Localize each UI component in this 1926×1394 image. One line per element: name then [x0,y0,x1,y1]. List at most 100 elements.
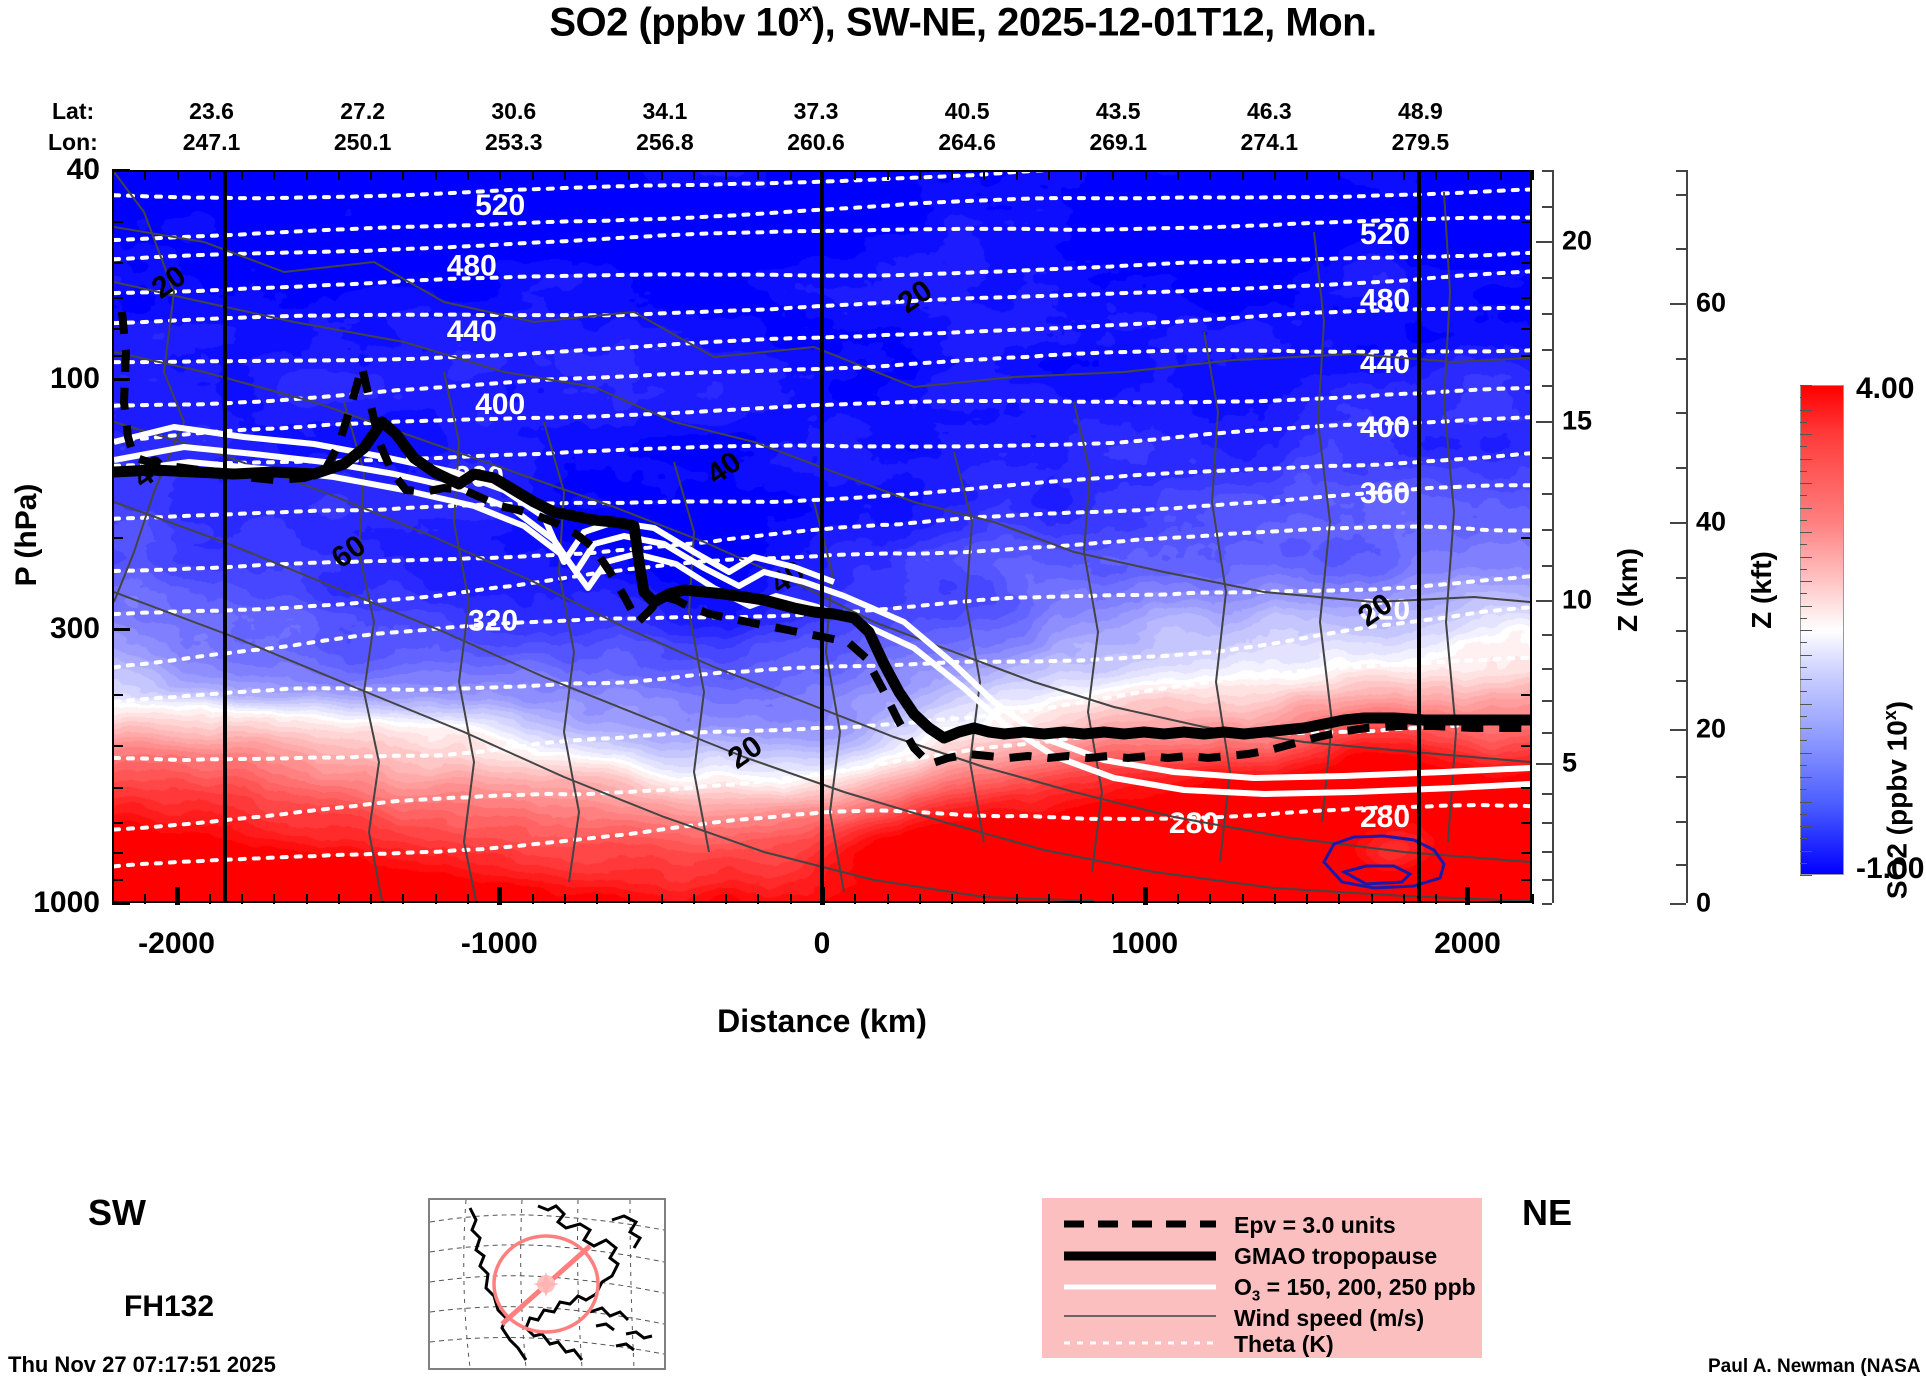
colorbar-tick [1800,777,1812,778]
distance-minor-tick [725,894,728,904]
z-km-tick [1542,277,1552,280]
lat-value: 48.9 [1398,98,1443,124]
distance-minor-tick-top [1241,170,1244,180]
colorbar-tick [1800,544,1807,546]
p-axis-minor-tick-right [1521,786,1532,789]
z-km-tick [1542,564,1552,567]
distance-minor-tick [144,894,147,904]
colorbar-tick [1800,495,1807,497]
colorbar-tick [1800,458,1812,460]
distance-minor-tick-top [1112,170,1115,180]
distance-minor-tick-top [499,170,502,180]
z-kft-tick [1670,521,1686,524]
colorbar-tick [1800,421,1807,423]
inset-locator-map[interactable] [428,1198,666,1370]
p-axis-minor-tick [112,262,123,265]
wind-speed-contour [1203,331,1232,863]
lon-row-label: Lon: [48,129,98,155]
distance-minor-tick-top [144,170,147,180]
theta-contour [114,187,1530,242]
wind-speed-contour [114,281,1530,604]
distance-minor-tick [1306,894,1309,904]
distance-minor-tick [1435,894,1438,904]
colorbar-tick [1800,409,1812,411]
distance-minor-tick [337,894,340,904]
z-km-axis-title: Z (km) [1612,548,1643,632]
wind-speed-label: 40 [701,445,747,491]
colorbar-tick [1800,801,1812,803]
distance-minor-tick-top [1177,170,1179,180]
p-axis-minor-tick [112,852,123,855]
colorbar-tick [1800,875,1812,876]
render-timestamp: Thu Nov 27 07:17:51 2025 [8,1352,276,1377]
z-km-tick [1542,700,1552,703]
distance-minor-tick [1241,894,1244,904]
lon-value: 253.3 [484,129,543,155]
distance-minor-tick-top [1144,170,1147,180]
so2-blue-contour-inner [1340,864,1413,886]
colorbar-tick [1800,764,1807,766]
theta-contour [114,348,1530,408]
distance-minor-tick-top [241,170,244,180]
p-axis-minor-tick [112,879,123,881]
distance-minor-tick [1080,894,1083,904]
theta-contour-label: 520 [1360,218,1410,251]
p-axis-minor-tick [112,327,123,330]
p-axis-minor-tick-right [1521,220,1532,223]
distance-minor-tick [596,894,599,904]
theta-contour [114,250,1530,296]
colorbar-tick [1800,568,1807,570]
legend-swatches [1064,1220,1216,1345]
distance-minor-tick-top [1532,170,1534,180]
p-axis-tick-label: 300 [49,611,100,645]
z-kft-tick [1676,412,1686,415]
lat-value: 40.5 [944,98,990,124]
colorbar-tick [1800,446,1807,448]
p-axis-minor-tick [112,536,123,539]
legend-box[interactable]: Epv = 3.0 units GMAO tropopause O3 = 150… [1042,1198,1482,1358]
colorbar-tick [1800,385,1812,386]
distance-minor-tick [1015,894,1018,904]
distance-minor-tick [531,894,534,904]
z-km-tick [1542,205,1552,208]
distance-minor-tick-top [596,170,599,180]
author-credit: Paul A. Newman (NASA [1708,1356,1921,1377]
legend-label-epv: Epv = 3.0 units [1234,1212,1396,1238]
title-pre: SO2 (ppbv 10 [549,0,799,45]
p-axis-tick-mark [112,902,130,905]
z-kft-tick [1676,248,1686,251]
title-superscript: x [798,0,812,27]
p-axis-minor-tick-right [1521,536,1532,539]
distance-minor-tick [1177,894,1179,904]
colorbar-min-label: -1.00 [1856,852,1925,885]
p-axis-tick-label: 40 [66,153,100,186]
z-kft-tick [1676,576,1686,579]
p-axis-tick-label: 100 [49,361,100,395]
distance-axis-tick-label: 2000 [1434,927,1501,960]
distance-minor-tick-top [789,170,792,180]
theta-contour [114,269,1530,326]
z-km-tick [1542,385,1552,388]
distance-minor-tick-top [1273,170,1276,180]
x-axis-title: Distance (km) [717,1003,927,1039]
z-km-tick-label: 5 [1562,747,1578,778]
colorbar-tick [1800,507,1812,509]
distance-minor-tick [273,894,276,904]
p-axis-minor-tick-right [1521,297,1532,300]
p-axis-minor-tick [112,745,123,748]
z-kft-tick [1676,170,1686,172]
lon-value: 260.6 [787,129,845,155]
colorbar-tick [1800,642,1807,644]
transect-circle [492,1234,600,1334]
colorbar-tick [1800,691,1807,693]
lat-value: 37.3 [793,98,839,124]
distance-minor-tick-top [1209,170,1212,180]
p-axis-tick-mark [112,169,130,172]
p-axis-minor-tick-right [1521,821,1532,824]
distance-axis-tick-label: -1000 [460,927,538,960]
distance-minor-tick-top [531,170,534,180]
z-kft-tick [1676,467,1686,470]
z-kft-tick-label: 60 [1696,287,1727,318]
wind-speed-contour [114,172,186,603]
z-kft-tick [1676,864,1686,867]
